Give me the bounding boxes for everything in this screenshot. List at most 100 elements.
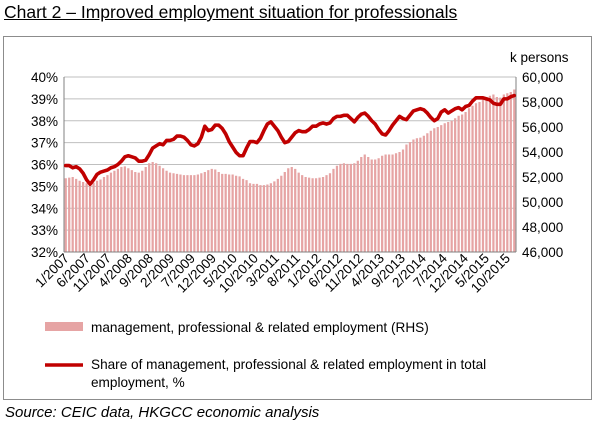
employment-bar [231, 174, 234, 252]
employment-bar [102, 177, 106, 252]
employment-bar [454, 118, 457, 252]
employment-bar [266, 184, 269, 252]
right-tick-label: 46,000 [522, 245, 563, 260]
employment-bar [78, 180, 81, 252]
employment-bar [109, 172, 113, 253]
employment-bar [123, 166, 126, 253]
employment-bar [332, 168, 335, 253]
employment-bar [381, 155, 384, 252]
employment-bar [301, 175, 304, 253]
employment-bar [155, 163, 158, 252]
employment-bar [207, 170, 210, 253]
employment-bar [269, 183, 272, 252]
employment-bar [168, 172, 172, 253]
left-tick-label: 33% [31, 223, 58, 238]
employment-bar [335, 165, 339, 252]
employment-bar [182, 175, 186, 253]
employment-chart: 32% 33% 34% 35% 36% 37% 38% 39% 40% 46,000 48,000… [31, 50, 569, 390]
employment-bar [436, 127, 439, 252]
employment-bar [165, 170, 168, 252]
legend-bar-swatch [45, 322, 83, 331]
employment-bar [433, 128, 436, 252]
employment-bar [513, 89, 516, 252]
employment-bar [241, 178, 245, 253]
employment-bar [398, 152, 401, 252]
employment-bar [134, 172, 137, 252]
share-line-layer [63, 93, 517, 186]
employment-bar [461, 114, 464, 252]
employment-bar [210, 168, 213, 253]
employment-bar [356, 160, 359, 252]
legend: management, professional & related emplo… [45, 320, 486, 390]
legend-line-label-part: employment, % [91, 375, 185, 390]
employment-bar [252, 183, 255, 253]
left-tick-label: 32% [31, 245, 58, 260]
employment-bar [394, 153, 398, 252]
employment-bar [179, 174, 182, 252]
employment-bar [467, 108, 471, 252]
employment-bar [200, 173, 203, 252]
left-tick-label: 40% [31, 70, 58, 85]
employment-bar [506, 93, 509, 252]
employment-bar [478, 102, 481, 252]
x-axis-ticks: 1/20076/200711/20074/20089/20082/20097/2… [32, 250, 513, 295]
employment-bar [353, 163, 356, 252]
employment-bar [328, 173, 332, 252]
right-tick-label: 56,000 [522, 120, 563, 135]
employment-bar [447, 122, 450, 252]
employment-bar [363, 154, 366, 252]
employment-bar [148, 163, 151, 252]
employment-bars [64, 89, 516, 253]
employment-bar [88, 182, 92, 252]
employment-bar [318, 177, 321, 253]
employment-bar [175, 173, 179, 253]
left-tick-label: 39% [31, 92, 58, 107]
employment-bar [367, 157, 370, 252]
employment-bar [464, 112, 467, 252]
legend-bar-label: management, professional & related emplo… [91, 320, 429, 335]
employment-bar [68, 177, 71, 253]
employment-bar [248, 183, 252, 252]
employment-bar [422, 135, 425, 252]
employment-bar [283, 172, 286, 252]
right-tick-label: 60,000 [522, 70, 563, 85]
employment-bar [259, 185, 262, 253]
employment-bar [377, 158, 380, 252]
employment-bar [151, 162, 154, 252]
employment-bar [342, 163, 346, 252]
employment-bar [92, 182, 95, 253]
employment-bar [276, 178, 279, 253]
employment-bar [502, 94, 505, 252]
employment-bar [75, 178, 78, 253]
employment-bar [141, 170, 144, 252]
employment-bar [255, 183, 259, 253]
employment-bar [509, 92, 512, 252]
employment-bar [262, 185, 266, 253]
employment-bar [426, 133, 429, 252]
chart-title: Chart 2 – Improved employment situation … [4, 2, 458, 22]
employment-bar [492, 94, 495, 252]
employment-bar [228, 174, 231, 252]
employment-bar [290, 167, 293, 252]
employment-bar [339, 163, 342, 253]
employment-bar [346, 163, 349, 253]
employment-bar [360, 157, 363, 252]
employment-bar [311, 178, 314, 252]
right-tick-label: 52,000 [522, 170, 563, 185]
employment-bar [130, 170, 133, 253]
chart-frame [3, 36, 592, 400]
employment-bar [203, 172, 206, 252]
employment-bar [485, 97, 488, 252]
employment-bar [193, 175, 196, 253]
legend-line-label: Share of management, professional & rela… [91, 357, 486, 390]
employment-bar [120, 167, 123, 252]
right-tick-label: 50,000 [522, 195, 563, 210]
employment-bar [221, 173, 224, 253]
employment-bar [245, 180, 248, 253]
employment-bar [64, 178, 67, 252]
employment-bar [217, 172, 220, 252]
employment-bar [214, 169, 217, 252]
employment-bar [488, 95, 492, 252]
employment-bar [401, 149, 405, 252]
right-axis-ticks: 46,000 48,000 50,000 52,000 54,000 56,000 58,0… [522, 70, 563, 260]
